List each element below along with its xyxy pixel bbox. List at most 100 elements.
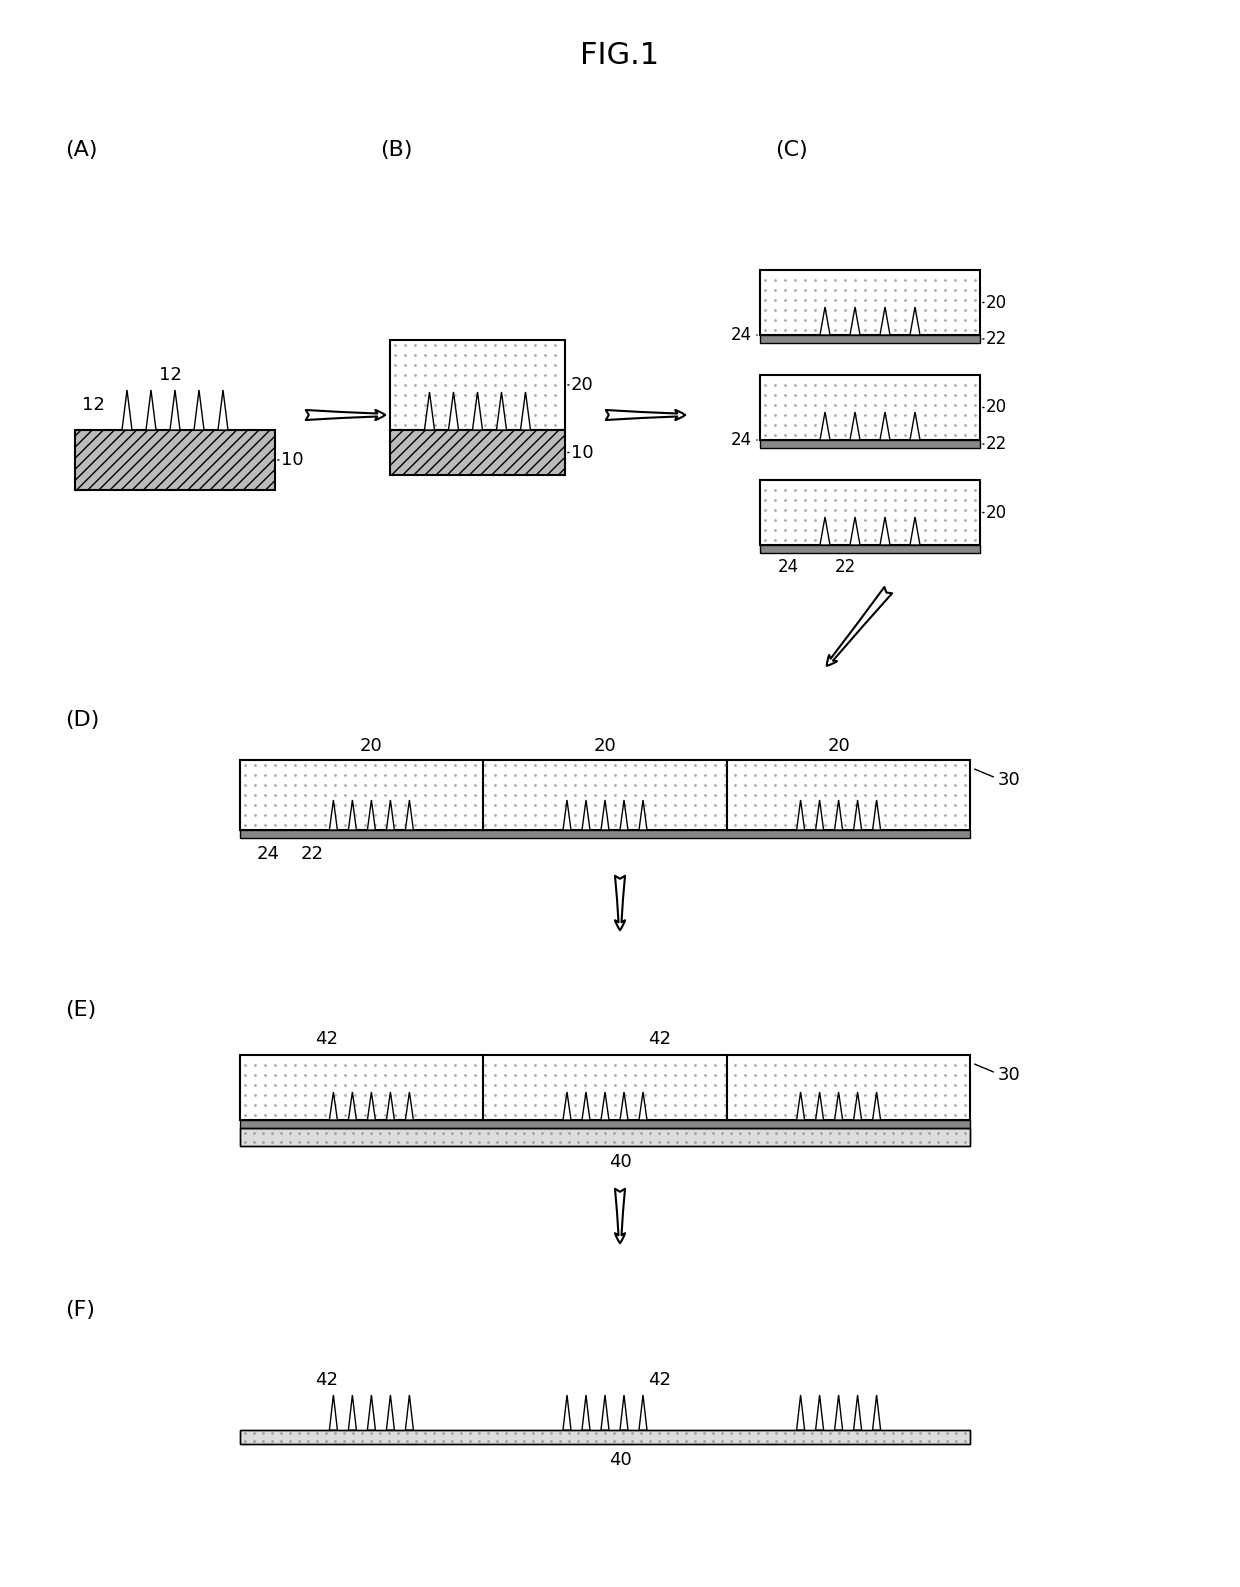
Polygon shape <box>367 1395 376 1430</box>
Text: (C): (C) <box>775 140 807 160</box>
Bar <box>241 760 970 830</box>
Polygon shape <box>639 800 647 830</box>
Text: 20: 20 <box>594 736 616 755</box>
Polygon shape <box>910 517 920 544</box>
Bar <box>391 430 565 475</box>
Polygon shape <box>387 1395 394 1430</box>
Polygon shape <box>348 800 356 830</box>
Polygon shape <box>601 1092 609 1120</box>
Bar <box>74 430 275 490</box>
Bar <box>241 1120 970 1128</box>
Polygon shape <box>816 1395 823 1430</box>
Polygon shape <box>449 392 459 430</box>
Polygon shape <box>820 517 830 544</box>
Polygon shape <box>563 1395 570 1430</box>
Text: 10: 10 <box>570 443 594 462</box>
Polygon shape <box>521 392 531 430</box>
Polygon shape <box>424 392 434 430</box>
Bar <box>241 1055 970 1120</box>
Text: 42: 42 <box>315 1371 337 1389</box>
Text: (F): (F) <box>64 1300 95 1320</box>
Text: 24: 24 <box>257 844 279 863</box>
Bar <box>760 335 980 343</box>
Polygon shape <box>873 800 880 830</box>
Polygon shape <box>582 800 590 830</box>
Text: (A): (A) <box>64 140 98 160</box>
Polygon shape <box>405 1092 413 1120</box>
Polygon shape <box>348 1395 356 1430</box>
Polygon shape <box>367 1092 376 1120</box>
Polygon shape <box>849 517 861 544</box>
Polygon shape <box>820 306 830 335</box>
Polygon shape <box>853 1092 862 1120</box>
Polygon shape <box>387 800 394 830</box>
Text: 20: 20 <box>986 294 1007 311</box>
Polygon shape <box>218 390 228 430</box>
Polygon shape <box>620 1092 627 1120</box>
Text: 22: 22 <box>986 330 1007 348</box>
Text: 20: 20 <box>986 398 1007 416</box>
Polygon shape <box>405 1395 413 1430</box>
Polygon shape <box>387 1092 394 1120</box>
Polygon shape <box>193 390 205 430</box>
Text: 24: 24 <box>730 432 751 449</box>
Polygon shape <box>601 800 609 830</box>
Text: (E): (E) <box>64 1000 97 1020</box>
Text: 22: 22 <box>835 559 856 576</box>
Text: 20: 20 <box>360 736 383 755</box>
Polygon shape <box>367 800 376 830</box>
Polygon shape <box>820 413 830 440</box>
Bar <box>241 830 970 838</box>
Polygon shape <box>330 800 337 830</box>
Polygon shape <box>796 800 805 830</box>
Polygon shape <box>472 392 482 430</box>
Text: 12: 12 <box>159 367 181 384</box>
Text: 20: 20 <box>986 503 1007 522</box>
Bar <box>241 1430 970 1444</box>
Bar <box>391 340 565 430</box>
Text: (B): (B) <box>379 140 413 160</box>
Polygon shape <box>330 1092 337 1120</box>
Polygon shape <box>620 800 627 830</box>
Polygon shape <box>816 800 823 830</box>
Polygon shape <box>880 517 890 544</box>
Polygon shape <box>563 1092 570 1120</box>
Polygon shape <box>170 390 180 430</box>
Text: 24: 24 <box>730 325 751 344</box>
Text: 30: 30 <box>998 1066 1021 1084</box>
Bar <box>760 375 980 440</box>
Polygon shape <box>835 1395 843 1430</box>
Text: 40: 40 <box>609 1451 631 1470</box>
Polygon shape <box>835 800 843 830</box>
Text: 20: 20 <box>827 736 849 755</box>
Polygon shape <box>582 1092 590 1120</box>
Polygon shape <box>122 390 131 430</box>
Text: 12: 12 <box>82 397 104 414</box>
Text: 42: 42 <box>649 1371 672 1389</box>
Polygon shape <box>873 1092 880 1120</box>
Polygon shape <box>620 1395 627 1430</box>
Bar <box>241 1430 970 1444</box>
Polygon shape <box>796 1395 805 1430</box>
Text: FIG.1: FIG.1 <box>580 41 660 70</box>
Bar <box>760 270 980 335</box>
Text: 22: 22 <box>986 435 1007 452</box>
Polygon shape <box>816 1092 823 1120</box>
Polygon shape <box>146 390 156 430</box>
Text: 20: 20 <box>570 376 594 394</box>
Text: (D): (D) <box>64 709 99 730</box>
Polygon shape <box>639 1092 647 1120</box>
Polygon shape <box>873 1395 880 1430</box>
Polygon shape <box>796 1092 805 1120</box>
Polygon shape <box>880 306 890 335</box>
Polygon shape <box>563 800 570 830</box>
Text: 42: 42 <box>315 1030 337 1047</box>
Bar <box>760 479 980 544</box>
Bar <box>760 544 980 552</box>
Bar <box>760 440 980 448</box>
Text: 10: 10 <box>281 451 304 470</box>
Polygon shape <box>880 413 890 440</box>
Bar <box>241 1128 970 1146</box>
Text: 40: 40 <box>609 1154 631 1171</box>
Text: 24: 24 <box>777 559 799 576</box>
